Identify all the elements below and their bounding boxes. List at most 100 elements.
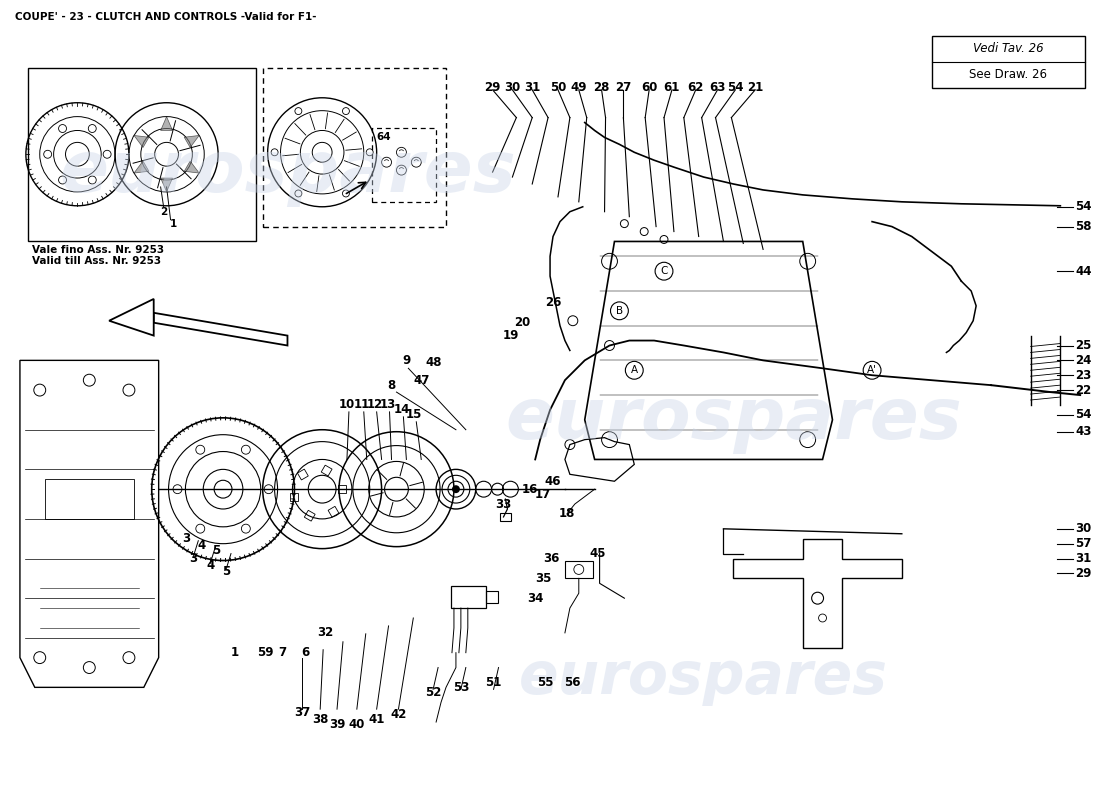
Text: 15: 15 bbox=[406, 408, 422, 422]
Polygon shape bbox=[134, 161, 148, 173]
Text: 2: 2 bbox=[160, 206, 167, 217]
Text: 16: 16 bbox=[522, 482, 538, 496]
Text: 12: 12 bbox=[366, 398, 383, 411]
Text: 1: 1 bbox=[231, 646, 239, 659]
Text: Vedi Tav. 26: Vedi Tav. 26 bbox=[974, 42, 1044, 54]
Text: eurospares: eurospares bbox=[519, 649, 888, 706]
Polygon shape bbox=[154, 313, 287, 346]
Text: 61: 61 bbox=[663, 82, 680, 94]
Text: 29: 29 bbox=[484, 82, 500, 94]
Text: 40: 40 bbox=[349, 718, 365, 730]
Text: 14: 14 bbox=[393, 403, 409, 417]
Text: 5: 5 bbox=[212, 544, 220, 557]
Text: 21: 21 bbox=[747, 82, 763, 94]
Text: eurospares: eurospares bbox=[505, 386, 961, 454]
Bar bbox=[45, 479, 134, 519]
Polygon shape bbox=[109, 299, 154, 335]
Bar bbox=[305, 510, 315, 521]
Text: 5: 5 bbox=[222, 565, 230, 578]
Text: eurospares: eurospares bbox=[59, 138, 516, 206]
Text: 48: 48 bbox=[426, 356, 442, 369]
Text: 8: 8 bbox=[387, 378, 396, 392]
Text: A: A bbox=[630, 366, 638, 375]
Polygon shape bbox=[134, 135, 148, 147]
Text: 23: 23 bbox=[1075, 369, 1091, 382]
Text: 46: 46 bbox=[544, 474, 561, 488]
Bar bbox=[372, 127, 436, 202]
Text: 47: 47 bbox=[414, 374, 429, 386]
Text: B: B bbox=[616, 306, 623, 316]
Text: 36: 36 bbox=[543, 552, 559, 565]
Text: 64: 64 bbox=[376, 133, 392, 142]
Bar bbox=[565, 561, 593, 578]
Text: 33: 33 bbox=[495, 498, 512, 510]
Text: 60: 60 bbox=[641, 82, 658, 94]
Text: See Draw. 26: See Draw. 26 bbox=[969, 69, 1047, 82]
Text: A': A' bbox=[867, 366, 877, 375]
Bar bbox=[338, 486, 345, 493]
Bar bbox=[328, 506, 339, 517]
Text: 52: 52 bbox=[425, 686, 441, 699]
Text: 3: 3 bbox=[189, 552, 197, 565]
Text: 27: 27 bbox=[615, 82, 631, 94]
Text: 54: 54 bbox=[727, 82, 744, 94]
Text: 19: 19 bbox=[503, 329, 518, 342]
Text: 51: 51 bbox=[485, 676, 502, 689]
Text: 29: 29 bbox=[1075, 567, 1091, 580]
Text: 20: 20 bbox=[514, 316, 530, 330]
Text: 22: 22 bbox=[1075, 383, 1091, 397]
Text: 39: 39 bbox=[329, 718, 345, 730]
Text: 37: 37 bbox=[294, 706, 310, 718]
Text: 50: 50 bbox=[550, 82, 566, 94]
Text: 13: 13 bbox=[379, 398, 396, 411]
Text: 32: 32 bbox=[317, 626, 333, 639]
Text: 54: 54 bbox=[1075, 200, 1091, 214]
Bar bbox=[28, 68, 256, 242]
Bar bbox=[932, 36, 1085, 88]
Text: 35: 35 bbox=[535, 572, 551, 585]
Text: 55: 55 bbox=[537, 676, 553, 689]
Bar bbox=[290, 493, 298, 501]
Text: 26: 26 bbox=[544, 296, 561, 310]
Text: 41: 41 bbox=[368, 713, 385, 726]
Bar bbox=[321, 465, 332, 476]
Text: 59: 59 bbox=[257, 646, 274, 659]
Bar bbox=[297, 469, 308, 480]
Text: Vale fino Ass. Nr. 9253: Vale fino Ass. Nr. 9253 bbox=[32, 246, 164, 255]
Text: 34: 34 bbox=[527, 592, 543, 605]
Text: 31: 31 bbox=[524, 82, 540, 94]
Text: Valid till Ass. Nr. 9253: Valid till Ass. Nr. 9253 bbox=[32, 256, 161, 266]
Text: 53: 53 bbox=[453, 681, 469, 694]
Text: 4: 4 bbox=[206, 559, 214, 572]
Text: 10: 10 bbox=[339, 398, 355, 411]
Text: 56: 56 bbox=[563, 676, 580, 689]
Polygon shape bbox=[161, 178, 173, 192]
Text: 25: 25 bbox=[1075, 339, 1091, 352]
Text: 31: 31 bbox=[1075, 552, 1091, 565]
Text: 63: 63 bbox=[710, 82, 726, 94]
Bar bbox=[499, 513, 512, 521]
Text: 58: 58 bbox=[1075, 220, 1091, 233]
Polygon shape bbox=[184, 161, 199, 173]
Text: 30: 30 bbox=[504, 82, 520, 94]
Bar bbox=[263, 68, 446, 226]
Text: C: C bbox=[660, 266, 668, 276]
Polygon shape bbox=[161, 117, 173, 130]
Text: 7: 7 bbox=[278, 646, 287, 659]
Text: 28: 28 bbox=[593, 82, 609, 94]
Text: 30: 30 bbox=[1075, 522, 1091, 535]
Text: 18: 18 bbox=[559, 507, 575, 521]
Text: 62: 62 bbox=[688, 82, 704, 94]
Polygon shape bbox=[184, 135, 199, 147]
Text: 11: 11 bbox=[354, 398, 370, 411]
Text: 1: 1 bbox=[169, 218, 177, 229]
Text: 42: 42 bbox=[390, 708, 407, 721]
Text: 57: 57 bbox=[1075, 537, 1091, 550]
Bar bbox=[486, 591, 497, 603]
Text: COUPE' - 23 - CLUTCH AND CONTROLS -Valid for F1-: COUPE' - 23 - CLUTCH AND CONTROLS -Valid… bbox=[15, 11, 317, 22]
Text: 45: 45 bbox=[590, 547, 606, 560]
Bar bbox=[451, 586, 486, 608]
Text: 9: 9 bbox=[403, 354, 410, 367]
Text: 6: 6 bbox=[301, 646, 309, 659]
Text: 24: 24 bbox=[1075, 354, 1091, 367]
